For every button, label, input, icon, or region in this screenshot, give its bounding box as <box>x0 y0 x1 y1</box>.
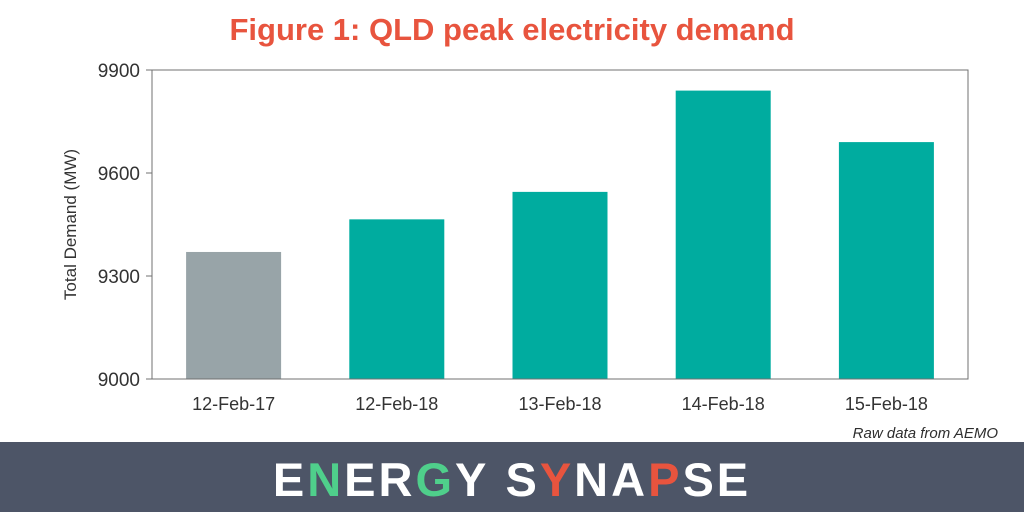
bar <box>349 219 445 379</box>
brand-letter: N <box>574 453 612 506</box>
brand-letter: G <box>415 453 456 506</box>
chart-title: Figure 1: QLD peak electricity demand <box>229 12 795 47</box>
brand-letter: Y <box>539 453 575 506</box>
brand-letter: S <box>682 453 717 506</box>
source-note: Raw data from AEMO <box>852 425 998 442</box>
bar <box>675 90 771 379</box>
y-tick-label: 9900 <box>98 61 140 82</box>
brand-letter: R <box>378 453 416 506</box>
brand-letter: N <box>307 453 345 506</box>
bar-chart: 12-Feb-17 12-Feb-18 13-Feb-18 14-Feb-18 15-F… <box>61 61 969 414</box>
brand-letter: P <box>648 453 683 506</box>
brand-letter: E <box>344 453 379 506</box>
brand-letter: E <box>272 453 308 506</box>
x-tick-label: 15-Feb-18 <box>845 394 928 414</box>
brand-letter: S <box>505 453 540 506</box>
y-axis-label: Total Demand (MW) <box>61 149 80 300</box>
y-tick-label: 9000 <box>98 370 140 391</box>
bar <box>186 251 282 379</box>
brand-letter: A <box>611 453 649 506</box>
brand-letter: Y <box>455 453 490 506</box>
brand-letter: E <box>716 453 752 506</box>
x-tick-label: 14-Feb-18 <box>682 394 765 414</box>
y-tick-label: 9600 <box>98 164 140 185</box>
axes-layer <box>146 69 969 380</box>
x-tick-label: 12-Feb-17 <box>192 394 275 414</box>
brand-logo: ENERGY SYNAPSE <box>0 452 1024 507</box>
y-tick-label: 9300 <box>98 267 140 288</box>
footer-banner: ENERGY SYNAPSE <box>0 442 1024 512</box>
bars-layer <box>186 90 934 379</box>
labels-layer: 12-Feb-17 12-Feb-18 13-Feb-18 14-Feb-18 15-F… <box>61 61 928 414</box>
bar <box>838 142 934 379</box>
plot-frame <box>151 69 969 380</box>
brand-letter <box>489 452 505 507</box>
x-tick-label: 12-Feb-18 <box>355 394 438 414</box>
x-tick-label: 13-Feb-18 <box>518 394 601 414</box>
bar <box>512 191 608 379</box>
